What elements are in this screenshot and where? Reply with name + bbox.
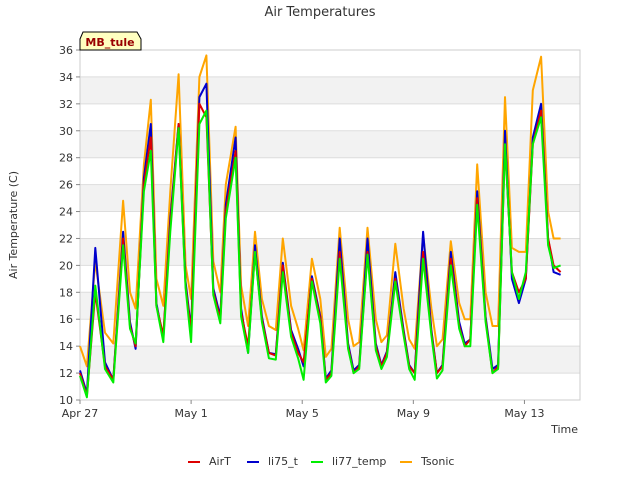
y-tick-label: 32 <box>59 98 73 111</box>
x-axis: Apr 27 May 1 May 5 May 9 May 13 <box>62 400 545 420</box>
legend: AirT li75_t li77_temp Tsonic <box>188 455 454 468</box>
grid-band <box>80 319 580 347</box>
legend-item: li77_temp <box>311 455 386 468</box>
series-line-li77-temp <box>79 109 561 399</box>
y-tick-label: 34 <box>59 71 73 84</box>
plot-area-frame <box>79 49 581 401</box>
legend-item: AirT <box>188 455 231 468</box>
grid-band <box>80 130 580 158</box>
grid-band <box>80 157 580 185</box>
grid-band <box>80 211 580 239</box>
x-tick-label: May 1 <box>174 407 207 420</box>
legend-label: li77_temp <box>332 455 386 468</box>
station-label-box: MB_tule <box>79 31 142 51</box>
y-tick-label: 30 <box>59 125 73 138</box>
legend-label: li75_t <box>268 455 299 468</box>
y-tick-label: 22 <box>59 232 73 245</box>
grid-band <box>80 76 580 104</box>
y-tick-label: 18 <box>59 286 73 299</box>
legend-item: li75_t <box>247 455 299 468</box>
grid-band <box>80 103 580 131</box>
x-tick-label: May 9 <box>397 407 430 420</box>
y-tick-label: 12 <box>59 367 73 380</box>
x-tick-label: May 5 <box>286 407 319 420</box>
series-lines <box>79 54 562 399</box>
y-tick-label: 16 <box>59 313 73 326</box>
grid-band <box>80 292 580 320</box>
chart-title: Air Temperatures <box>264 5 375 20</box>
legend-item: Tsonic <box>400 455 454 468</box>
x-tick-label: Apr 27 <box>62 407 99 420</box>
y-tick-label: 10 <box>59 394 73 407</box>
grid-band <box>80 238 580 266</box>
y-tick-label: 26 <box>59 179 73 192</box>
y-axis-label: Air Temperature (C) <box>7 171 20 279</box>
grid-band <box>80 184 580 212</box>
y-tick-label: 36 <box>59 44 73 57</box>
legend-label: AirT <box>209 455 231 468</box>
y-tick-label: 20 <box>59 259 73 272</box>
y-tick-label: 28 <box>59 152 73 165</box>
x-axis-label: Time <box>550 423 578 436</box>
legend-label: Tsonic <box>420 455 454 468</box>
y-axis: 10 12 14 16 18 20 22 24 26 28 30 32 34 36 <box>59 44 80 407</box>
x-tick-label: May 13 <box>504 407 544 420</box>
y-tick-label: 14 <box>59 340 73 353</box>
y-tick-label: 24 <box>59 206 73 219</box>
station-label: MB_tule <box>85 36 134 49</box>
series-line-tsonic <box>79 54 561 368</box>
grid-band <box>80 50 580 77</box>
grid-band <box>80 265 580 293</box>
